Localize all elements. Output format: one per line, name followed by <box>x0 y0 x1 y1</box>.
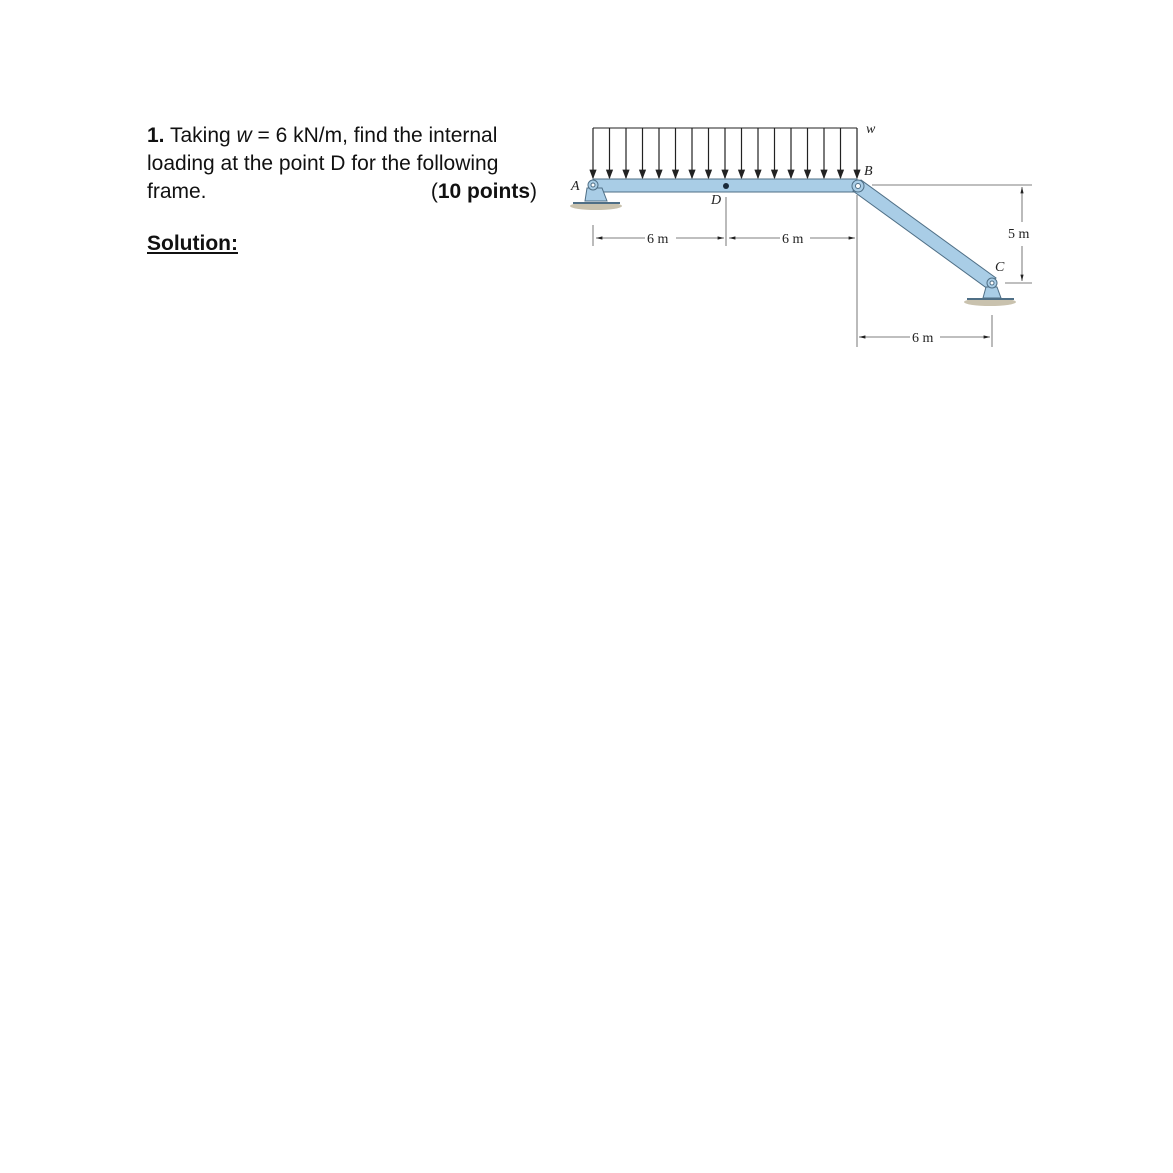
dim-ad: 6 m <box>647 232 669 247</box>
problem-line-1: 1. Taking w = 6 kN/m, find the internal <box>147 124 498 147</box>
label-d: D <box>710 193 721 208</box>
label-a: A <box>570 179 580 194</box>
member-bc <box>852 179 997 290</box>
point-d-marker <box>723 183 729 189</box>
problem-statement: 1. Taking w = 6 kN/m, find the internal … <box>147 122 537 206</box>
dim-bc-horizontal: 6 m <box>912 331 934 346</box>
load-label: w <box>866 122 876 137</box>
solution-heading: Solution: <box>147 232 238 255</box>
dim-db: 6 m <box>782 232 804 247</box>
problem-line-2: loading at the point D for the following <box>147 152 499 175</box>
problem-number: 1. <box>147 124 165 147</box>
pin-support-c <box>967 277 1014 300</box>
dim-bc-vertical: 5 m <box>1008 227 1030 242</box>
problem-line-3: frame. (10 points) <box>147 178 537 206</box>
pin-support-a <box>573 179 620 204</box>
pin-b <box>851 179 865 193</box>
dimension-lines <box>592 184 1032 347</box>
label-b: B <box>864 164 873 179</box>
label-c: C <box>995 260 1005 275</box>
points-value: (10 points) <box>430 180 537 203</box>
distributed-load <box>589 127 861 180</box>
load-variable: w <box>236 124 252 147</box>
